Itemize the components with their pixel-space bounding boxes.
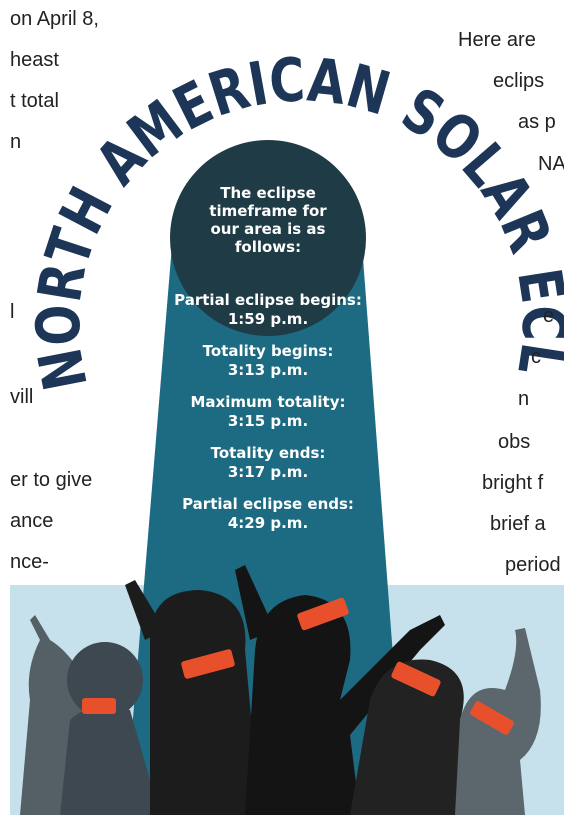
body-line: nce- bbox=[10, 551, 49, 573]
body-line: obs bbox=[498, 431, 530, 453]
body-line: NA bbox=[538, 153, 564, 175]
body-line: c bbox=[531, 346, 541, 368]
body-line: vill bbox=[10, 386, 33, 408]
body-line: brief a bbox=[490, 513, 546, 535]
body-line: eclips bbox=[493, 70, 544, 92]
body-line: ance bbox=[10, 510, 53, 532]
body-line: as p bbox=[518, 111, 556, 133]
intro-line: timeframe for bbox=[209, 202, 327, 220]
body-line: n bbox=[10, 131, 21, 153]
schedule-time: 1:59 p.m. bbox=[228, 310, 308, 328]
body-line: on April 8, bbox=[10, 8, 99, 30]
schedule-label: Partial eclipse ends: bbox=[182, 495, 354, 513]
body-line: e bbox=[543, 305, 554, 327]
schedule-label: Totality ends: bbox=[211, 444, 326, 462]
schedule-label: Maximum totality: bbox=[190, 393, 345, 411]
schedule-time: 3:13 p.m. bbox=[228, 361, 308, 379]
body-line: heast bbox=[10, 49, 59, 71]
intro-line: The eclipse bbox=[220, 184, 316, 202]
page: NORTH AMERICAN SOLAR ECLIPSE The eclipse… bbox=[0, 0, 564, 815]
body-line: Here are bbox=[458, 29, 536, 51]
body-line: n bbox=[518, 388, 529, 410]
intro-line: follows: bbox=[235, 238, 301, 256]
schedule-label: Partial eclipse begins: bbox=[174, 291, 362, 309]
infographic: NORTH AMERICAN SOLAR ECLIPSE The eclipse… bbox=[0, 0, 564, 815]
body-line: bright f bbox=[482, 472, 544, 494]
body-line: er to give bbox=[10, 469, 92, 491]
schedule-time: 3:15 p.m. bbox=[228, 412, 308, 430]
body-line: l bbox=[10, 301, 14, 323]
schedule-label: Totality begins: bbox=[203, 342, 334, 360]
schedule-time: 4:29 p.m. bbox=[228, 514, 308, 532]
intro-line: our area is as bbox=[211, 220, 326, 238]
body-line: period bbox=[505, 554, 561, 576]
body-line: t total bbox=[10, 90, 59, 112]
schedule-time: 3:17 p.m. bbox=[228, 463, 308, 481]
